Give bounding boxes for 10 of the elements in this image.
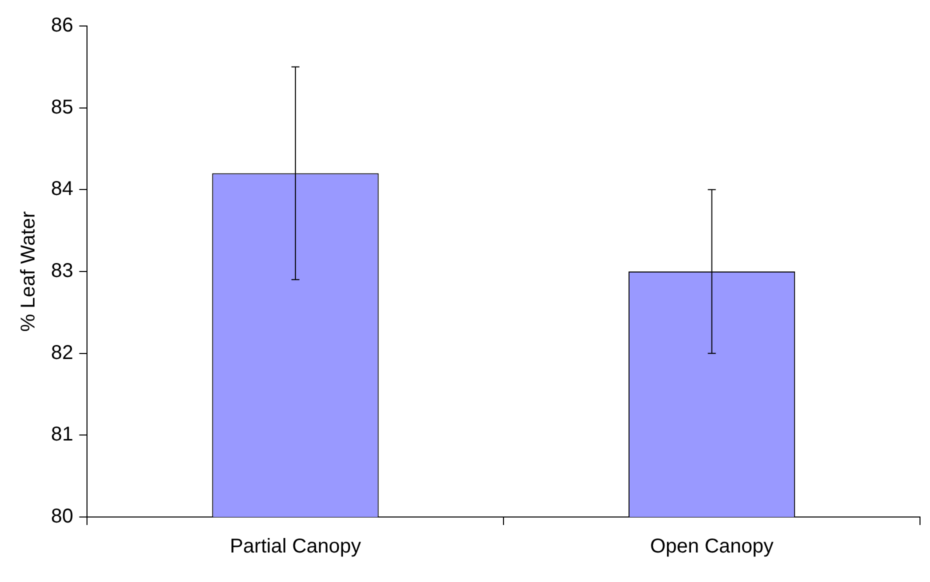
- x-tick-label: Partial Canopy: [230, 536, 362, 558]
- y-tick-label: 83: [50, 260, 74, 282]
- y-tick-label: 85: [50, 96, 74, 118]
- y-tick-label: 86: [50, 14, 74, 37]
- y-tick-label: 80: [50, 506, 74, 528]
- y-tick-label: 81: [50, 424, 74, 446]
- y-tick-label: 82: [50, 342, 74, 364]
- y-tick-label: 84: [50, 178, 74, 200]
- y-axis-title: % Leaf Water: [18, 210, 40, 332]
- x-tick-label: Open Canopy: [650, 536, 774, 558]
